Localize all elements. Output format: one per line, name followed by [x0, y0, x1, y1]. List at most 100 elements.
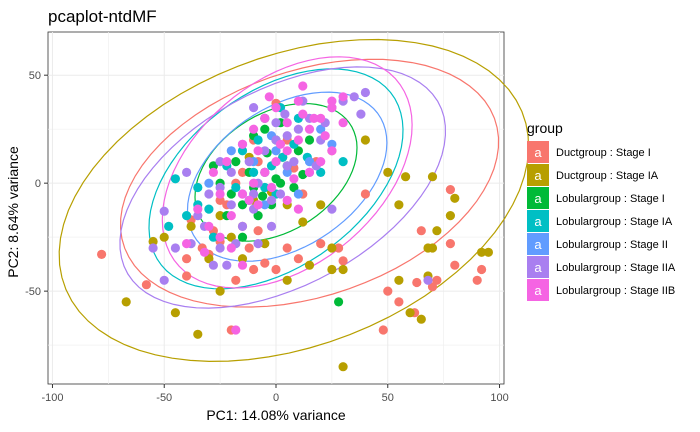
- point-series-1: [148, 236, 158, 247]
- legend-label: Ductgroup : Stage IA: [556, 170, 659, 182]
- y-tick-label: 50: [29, 70, 41, 82]
- legend-key: [527, 233, 549, 255]
- point-series-1: [360, 135, 370, 145]
- point-series-6: [293, 96, 303, 106]
- point-series-0: [215, 195, 225, 205]
- point-series-5: [360, 87, 370, 98]
- point-series-2: [237, 232, 248, 242]
- legend-label: Lobulargroup : Stage IA: [556, 216, 673, 228]
- point-series-0: [182, 271, 192, 281]
- point-series-4: [304, 157, 315, 167]
- point-series-3: [316, 167, 326, 177]
- point-series-5: [182, 167, 192, 177]
- point-series-0: [260, 258, 270, 268]
- point-series-2: [231, 157, 241, 167]
- point-series-0: [271, 264, 281, 275]
- point-series-0: [445, 185, 455, 195]
- point-series-6: [293, 135, 303, 145]
- point-series-5: [327, 204, 337, 214]
- point-series-0: [141, 280, 151, 290]
- point-series-6: [199, 247, 210, 257]
- legend-key: [527, 187, 549, 209]
- point-series-5: [293, 124, 303, 134]
- point-series-0: [378, 325, 388, 335]
- legend-label: Ductgroup : Stage I: [556, 147, 651, 159]
- ellipse-series-3: [148, 68, 404, 290]
- legend-key-glyph: a: [534, 168, 542, 183]
- point-series-5: [266, 195, 277, 205]
- legend-key: [527, 141, 549, 163]
- point-series-4: [316, 124, 326, 134]
- x-axis-title: PC1: 14.08% variance: [206, 407, 346, 423]
- point-series-1: [427, 172, 438, 182]
- point-series-0: [231, 275, 241, 285]
- legend-label: Lobulargroup : Stage IIB: [556, 285, 675, 297]
- point-series-0: [316, 239, 326, 249]
- point-series-6: [316, 113, 326, 123]
- point-series-5: [280, 109, 290, 119]
- point-series-6: [338, 118, 348, 128]
- point-series-2: [289, 182, 299, 193]
- point-series-2: [275, 178, 286, 188]
- legend-key-glyph: a: [534, 145, 542, 160]
- point-series-5: [423, 275, 433, 285]
- legend-title: group: [527, 120, 563, 136]
- point-series-6: [260, 167, 270, 177]
- point-series-1: [401, 172, 411, 182]
- point-series-5: [271, 118, 281, 128]
- point-series-6: [208, 167, 218, 177]
- point-series-1: [121, 297, 131, 307]
- point-series-0: [293, 254, 303, 264]
- point-series-6: [204, 221, 214, 231]
- point-series-6: [226, 243, 236, 253]
- point-series-6: [282, 146, 292, 156]
- chart-title: pcaplot-ntdMF: [48, 7, 157, 26]
- ellipse-series-6: [161, 56, 413, 289]
- point-series-0: [383, 286, 393, 296]
- point-series-0: [253, 226, 263, 236]
- point-series-5: [275, 189, 286, 199]
- legend-key-glyph: a: [534, 260, 542, 275]
- point-series-5: [226, 167, 236, 177]
- y-tick-label: 0: [35, 178, 41, 190]
- legend-key-glyph: a: [534, 191, 542, 206]
- point-series-0: [182, 254, 192, 264]
- point-series-5: [193, 211, 203, 221]
- point-series-1: [423, 243, 433, 253]
- point-series-6: [222, 157, 232, 167]
- point-series-2: [260, 124, 270, 134]
- legend-label: Lobulargroup : Stage IIA: [556, 262, 676, 274]
- point-series-5: [249, 189, 259, 199]
- point-series-5: [260, 146, 270, 156]
- point-series-0: [282, 243, 292, 253]
- point-series-0: [237, 167, 248, 177]
- point-series-1: [383, 167, 393, 177]
- legend-label: Lobulargroup : Stage I: [556, 193, 665, 205]
- point-series-1: [327, 264, 337, 275]
- point-series-5: [266, 221, 277, 231]
- ellipse-series-0: [119, 58, 500, 308]
- point-series-1: [282, 275, 292, 285]
- point-series-5: [253, 239, 263, 249]
- point-series-0: [416, 226, 426, 236]
- point-series-0: [244, 243, 254, 253]
- point-series-5: [356, 109, 366, 119]
- point-series-6: [215, 232, 225, 242]
- point-series-1: [298, 217, 308, 227]
- point-series-3: [204, 204, 214, 214]
- point-series-6: [264, 92, 274, 102]
- point-series-2: [253, 211, 263, 221]
- point-series-6: [266, 182, 277, 193]
- point-series-5: [215, 157, 225, 167]
- point-series-4: [204, 178, 214, 188]
- point-series-5: [208, 260, 218, 270]
- point-series-6: [271, 103, 281, 113]
- point-series-1: [186, 221, 196, 231]
- point-series-6: [309, 113, 319, 123]
- point-series-1: [170, 308, 180, 318]
- point-series-1: [215, 211, 225, 221]
- point-series-6: [231, 325, 241, 335]
- point-series-3: [260, 182, 270, 193]
- point-series-3: [278, 152, 288, 162]
- legend-key: [527, 279, 549, 301]
